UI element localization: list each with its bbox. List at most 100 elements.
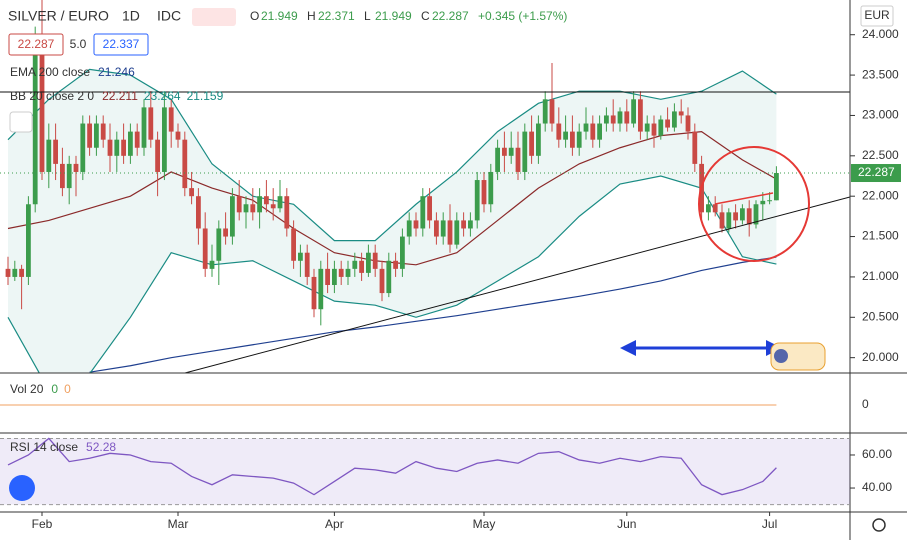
candle-body bbox=[379, 268, 385, 294]
legend-name: BB 20 close 2 0 bbox=[10, 89, 94, 103]
candle-body bbox=[447, 220, 453, 245]
candle-body bbox=[712, 204, 718, 213]
candle-body bbox=[12, 268, 18, 277]
candle-body bbox=[474, 180, 480, 221]
legend-value: 52.28 bbox=[86, 440, 116, 454]
candle-body bbox=[529, 131, 534, 156]
currency-box[interactable] bbox=[860, 5, 894, 27]
y-tick-label: 23.500 bbox=[862, 67, 899, 81]
candle-body bbox=[19, 268, 24, 277]
candle-body bbox=[284, 196, 290, 229]
legend-value: 21.246 bbox=[98, 65, 135, 79]
candle-body bbox=[753, 204, 759, 225]
pane-title: Vol 20 bbox=[10, 382, 44, 396]
legend-value: 22.211 bbox=[102, 89, 138, 103]
settings-icon[interactable] bbox=[872, 518, 886, 532]
header-icons[interactable] bbox=[192, 8, 236, 26]
ohlc-label: C bbox=[421, 9, 430, 23]
y-tick-label: 20.000 bbox=[862, 350, 899, 364]
y-tick-label: 22.500 bbox=[862, 148, 899, 162]
candle-body bbox=[223, 228, 228, 237]
y-tick-label: 20.500 bbox=[862, 309, 899, 323]
candle-body bbox=[440, 220, 446, 237]
candle-body bbox=[162, 107, 167, 172]
ohlc-value: 21.949 bbox=[261, 9, 298, 23]
candle-body bbox=[502, 147, 507, 156]
candle-body bbox=[434, 220, 439, 237]
candle-body bbox=[155, 139, 160, 172]
candle-body bbox=[87, 123, 92, 148]
candle-body bbox=[590, 123, 596, 140]
interval: 1D bbox=[122, 8, 140, 24]
candle-body bbox=[318, 268, 324, 310]
candle-body bbox=[733, 212, 738, 221]
change: +0.345 (+1.57%) bbox=[478, 9, 567, 23]
ohlc-label: L bbox=[364, 9, 371, 23]
candle-body bbox=[420, 196, 426, 229]
symbol: SILVER / EURO bbox=[8, 8, 109, 24]
candle-body bbox=[141, 107, 147, 148]
candle-body bbox=[338, 268, 344, 277]
candle-body bbox=[168, 107, 174, 132]
candle-body bbox=[610, 115, 616, 124]
collapse-button[interactable] bbox=[9, 111, 33, 133]
ask-box[interactable] bbox=[93, 33, 149, 56]
candle-body bbox=[413, 220, 419, 229]
indicator-line bbox=[89, 256, 777, 373]
candle-body bbox=[121, 139, 126, 156]
event-icon[interactable] bbox=[774, 349, 788, 363]
candle-body bbox=[128, 131, 133, 156]
candle-body bbox=[468, 220, 473, 229]
ohlc-legend: O 21.949 H 22.371 L 21.949 C 22.287 bbox=[250, 9, 469, 23]
candle-body bbox=[604, 115, 609, 124]
candle-body bbox=[202, 228, 208, 269]
red-circle bbox=[698, 146, 810, 262]
y-tick-label: 21.000 bbox=[862, 269, 899, 283]
candle-body bbox=[332, 268, 337, 285]
candle-body bbox=[5, 268, 11, 277]
ask: 22.337 bbox=[103, 37, 140, 51]
y-tick-label: 40.00 bbox=[862, 480, 892, 494]
candle-body bbox=[726, 212, 732, 229]
candle-body bbox=[597, 123, 602, 140]
bid-box[interactable] bbox=[8, 33, 64, 56]
candle-body bbox=[583, 123, 589, 132]
candle-body bbox=[685, 115, 691, 132]
candle-body bbox=[345, 268, 351, 277]
candle-body bbox=[767, 200, 772, 202]
candle-body bbox=[522, 131, 528, 172]
candle-body bbox=[39, 42, 45, 172]
rsi-icon[interactable] bbox=[9, 475, 35, 501]
candle-body bbox=[26, 204, 31, 277]
candle-body bbox=[454, 220, 460, 245]
event-badge[interactable] bbox=[770, 342, 826, 371]
candle-body bbox=[250, 204, 256, 213]
candle-body bbox=[359, 260, 364, 273]
candle-body bbox=[760, 200, 766, 205]
arrow-head-left bbox=[620, 340, 636, 356]
candle-body bbox=[570, 131, 575, 148]
candle-body bbox=[406, 220, 412, 237]
candle-body bbox=[291, 228, 296, 261]
candle-body bbox=[148, 107, 154, 140]
x-tick-label: Feb bbox=[32, 517, 53, 531]
y-tick-label: 60.00 bbox=[862, 447, 892, 461]
candle-body bbox=[53, 139, 58, 164]
candle-body bbox=[481, 180, 487, 205]
candle-body bbox=[134, 131, 140, 148]
candle-body bbox=[638, 99, 643, 132]
candle-body bbox=[175, 131, 181, 140]
candle-body bbox=[644, 123, 650, 132]
candle-body bbox=[73, 163, 79, 172]
candle-body bbox=[107, 139, 113, 156]
axes: 24.000 23.500 23.000 22.500 22.000 21.500 21.0… bbox=[32, 27, 901, 531]
drawings bbox=[0, 91, 850, 373]
candle-body bbox=[774, 173, 779, 201]
candle-body bbox=[270, 204, 276, 209]
candle-body bbox=[236, 196, 242, 213]
candle-body bbox=[461, 220, 466, 229]
candle-body bbox=[665, 119, 670, 128]
candle-body bbox=[624, 111, 630, 124]
ohlc-label: H bbox=[307, 9, 316, 23]
x-tick-label: Mar bbox=[168, 517, 189, 531]
